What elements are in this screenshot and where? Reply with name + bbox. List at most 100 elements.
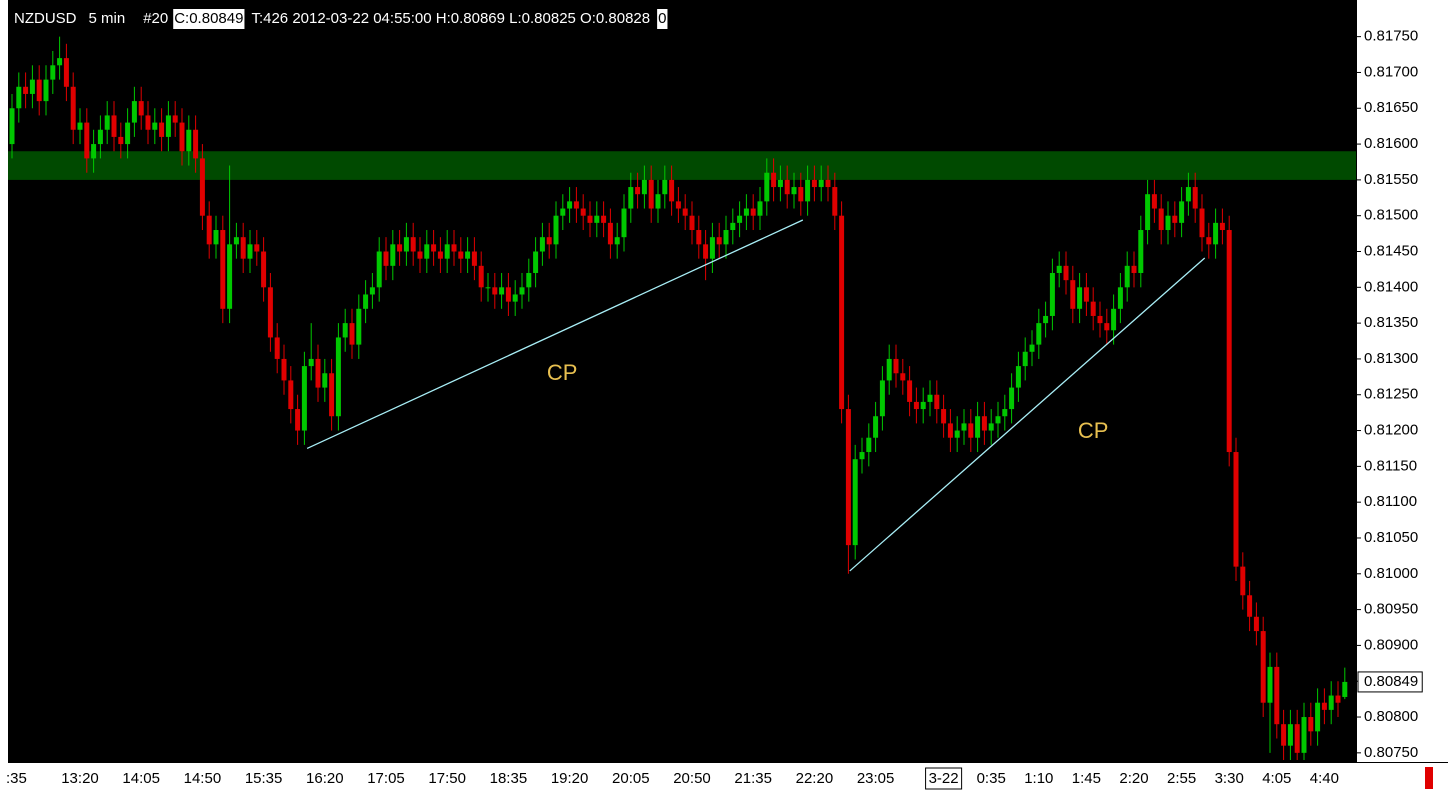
candle-body (369, 287, 375, 295)
candle-body (308, 358, 314, 367)
candle-body (227, 244, 233, 309)
candle-body (397, 244, 403, 252)
y-tick-label: 0.81350 (1364, 314, 1418, 331)
candle-body (682, 208, 688, 216)
candle-body (104, 115, 110, 130)
candle-body (295, 409, 301, 431)
header-interval: 5 min (89, 10, 126, 27)
y-tick-label: 0.81400 (1364, 278, 1418, 295)
candle-body (1213, 222, 1219, 245)
candle-body (451, 244, 457, 252)
candle-body (1301, 717, 1307, 753)
candle-body (1158, 208, 1164, 231)
candle-body (165, 115, 171, 137)
candle-body (383, 251, 389, 266)
candle-body (879, 380, 885, 417)
header-close-label: C:0.80849 (174, 10, 243, 27)
candle-body (329, 373, 335, 417)
y-tick-label: 0.80750 (1364, 744, 1418, 761)
candle-body (1083, 287, 1089, 302)
candle-body (968, 423, 974, 438)
candle-body (655, 194, 661, 209)
x-tick-label: 3:30 (1215, 770, 1244, 787)
candle-body (1131, 265, 1137, 273)
candle-body (431, 244, 437, 252)
candle-body (839, 215, 845, 410)
candle-body (1342, 681, 1348, 697)
candle-body (1111, 308, 1117, 331)
candle-body (553, 215, 559, 245)
y-tick-label: 0.80800 (1364, 708, 1418, 725)
header-bar: #20 (143, 10, 168, 27)
x-tick-label: 2:55 (1167, 770, 1196, 787)
x-tick-label: 19:20 (551, 770, 589, 787)
candle-body (57, 58, 63, 66)
candle-body (696, 230, 702, 245)
x-tick-label: 22:20 (796, 770, 834, 787)
candle-body (601, 215, 607, 223)
candle-body (1015, 366, 1021, 388)
candle-body (635, 187, 641, 195)
candle-body (859, 452, 865, 460)
candle-body (1090, 301, 1096, 316)
candle-body (764, 172, 770, 202)
candle-body (648, 179, 654, 209)
candle-body (981, 416, 987, 431)
x-tick-label: 16:20 (306, 770, 344, 787)
plot-area (8, 0, 1356, 762)
candle-body (975, 416, 981, 438)
candle-body (159, 122, 165, 137)
y-tick-label: 0.81250 (1364, 386, 1418, 403)
candle-body (77, 122, 83, 130)
candle-body (36, 79, 42, 102)
candle-body (471, 251, 477, 266)
candle-body (1172, 215, 1178, 223)
candle-body (587, 215, 593, 223)
candle-body (267, 287, 273, 338)
header-box (657, 9, 668, 29)
x-tick-label: 4:05 (1262, 770, 1291, 787)
candle-body (954, 430, 960, 438)
y-tick-label: 0.80900 (1364, 636, 1418, 653)
candle-body (560, 208, 566, 216)
candle-body (261, 251, 267, 288)
candle-body (1226, 230, 1232, 453)
candle-body (866, 437, 872, 453)
candle-body (852, 459, 858, 546)
candle-body (499, 287, 505, 295)
candle-body (458, 251, 464, 259)
candle-body (9, 108, 15, 145)
candle-body (675, 201, 681, 209)
candle-body (376, 251, 382, 288)
candle-body (1009, 387, 1015, 410)
candle-body (84, 122, 90, 159)
candle-body (410, 237, 416, 252)
candle-body (1233, 452, 1239, 567)
candle-body (1104, 323, 1110, 331)
candle-body (485, 287, 491, 289)
candle-body (757, 201, 763, 216)
candle-body (730, 222, 736, 231)
candle-body (1287, 724, 1293, 746)
y-tick-label: 0.81550 (1364, 171, 1418, 188)
candle-body (811, 179, 817, 188)
candle-body (913, 401, 919, 410)
x-tick-label: 3-22 (929, 770, 959, 787)
last-price-label: 0.80849 (1364, 673, 1418, 690)
candle-body (315, 358, 321, 388)
candle-body (743, 208, 749, 216)
candle-body (607, 222, 613, 245)
candle-body (1185, 187, 1191, 202)
candle-body (662, 179, 668, 195)
candle-body (784, 179, 790, 195)
candle-body (403, 237, 409, 252)
candle-body (1049, 272, 1055, 316)
candle-body (1117, 287, 1123, 309)
candle-body (322, 373, 328, 388)
candle-body (213, 230, 219, 245)
y-tick-label: 0.81000 (1364, 565, 1418, 582)
candle-body (43, 79, 49, 102)
y-tick-label: 0.81650 (1364, 99, 1418, 116)
x-tick-label: 20:50 (673, 770, 711, 787)
candle-body (1253, 616, 1259, 632)
